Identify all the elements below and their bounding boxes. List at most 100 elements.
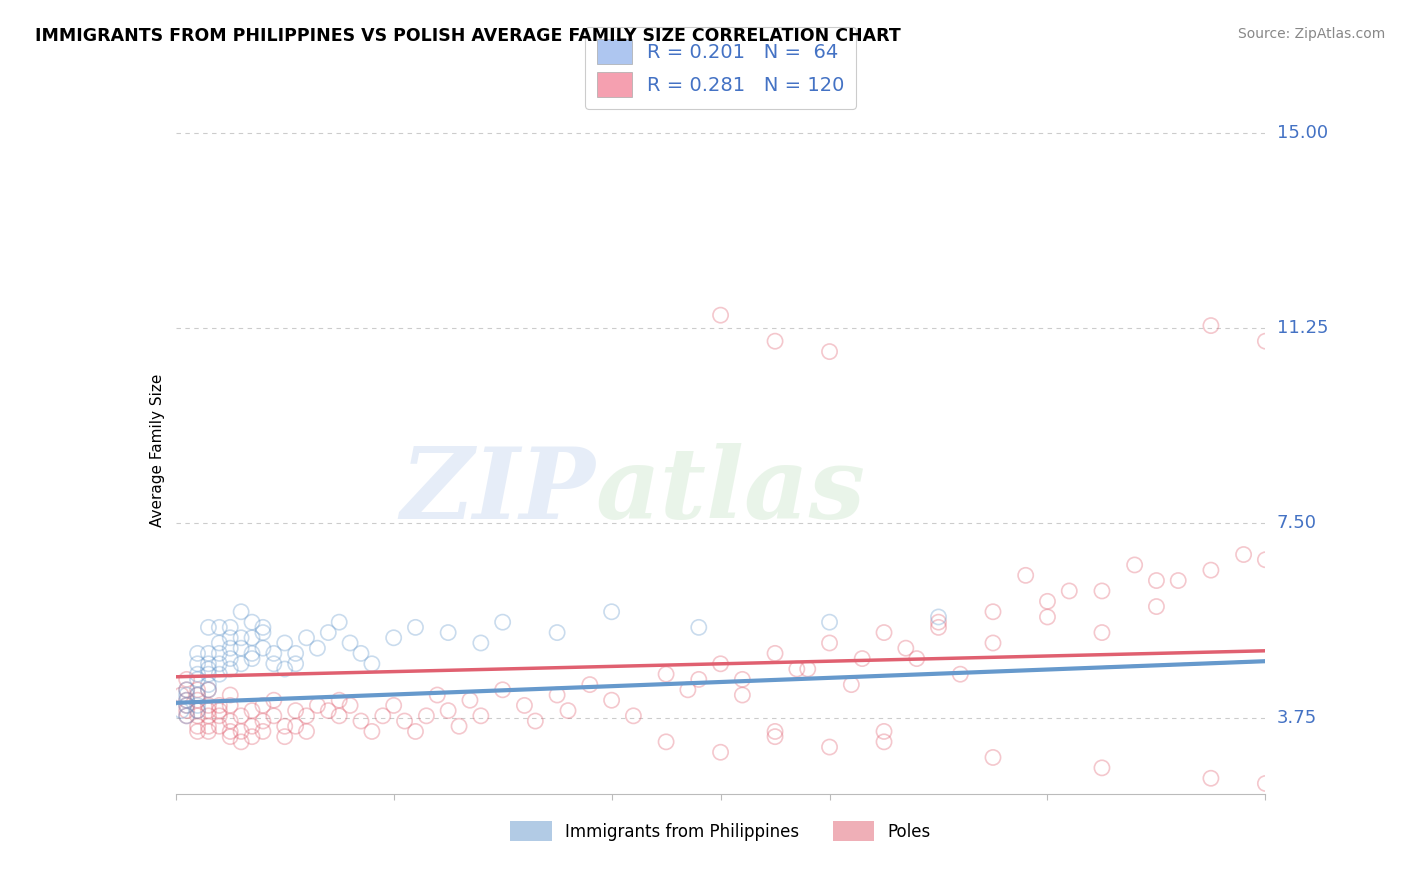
Point [274,662,297,676]
Point [928,615,950,630]
Point [1036,594,1059,608]
Point [295,631,318,645]
Point [186,673,209,687]
Point [219,730,242,744]
Point [382,698,405,713]
Point [208,657,231,671]
Point [176,708,198,723]
Point [176,698,198,713]
Point [447,719,470,733]
Point [710,657,733,671]
Y-axis label: Average Family Size: Average Family Size [149,374,165,527]
Text: Source: ZipAtlas.com: Source: ZipAtlas.com [1237,27,1385,41]
Point [284,719,307,733]
Point [208,719,231,733]
Point [197,667,219,681]
Point [197,646,219,660]
Text: 15.00: 15.00 [1277,124,1327,142]
Point [731,673,754,687]
Point [208,698,231,713]
Point [818,740,841,755]
Point [415,708,437,723]
Point [252,714,274,728]
Point [318,625,340,640]
Point [231,724,253,739]
Point [176,682,198,697]
Point [851,651,873,665]
Point [710,745,733,759]
Point [1146,599,1168,614]
Point [208,708,231,723]
Point [1059,583,1081,598]
Point [557,704,579,718]
Point [219,688,242,702]
Point [1233,548,1256,562]
Text: IMMIGRANTS FROM PHILIPPINES VS POLISH AVERAGE FAMILY SIZE CORRELATION CHART: IMMIGRANTS FROM PHILIPPINES VS POLISH AV… [35,27,901,45]
Point [1254,776,1277,790]
Point [186,704,209,718]
Point [328,708,350,723]
Point [263,708,285,723]
Point [600,693,623,707]
Point [405,724,427,739]
Point [405,620,427,634]
Point [240,719,263,733]
Text: 7.50: 7.50 [1277,515,1316,533]
Point [176,708,198,723]
Point [252,641,274,656]
Point [197,708,219,723]
Point [186,646,209,660]
Point [1091,583,1114,598]
Point [176,704,198,718]
Point [818,615,841,630]
Point [284,704,307,718]
Point [252,625,274,640]
Point [197,682,219,697]
Point [1146,574,1168,588]
Point [818,344,841,359]
Point [763,724,786,739]
Point [186,698,209,713]
Point [197,719,219,733]
Point [470,636,492,650]
Point [231,641,253,656]
Point [208,620,231,634]
Point [186,667,209,681]
Point [1123,558,1146,572]
Point [240,651,263,665]
Point [818,636,841,650]
Point [284,646,307,660]
Point [186,704,209,718]
Point [186,708,209,723]
Point [231,735,253,749]
Point [170,688,193,702]
Point [274,636,297,650]
Point [873,735,896,749]
Point [905,651,928,665]
Point [546,688,568,702]
Point [1254,552,1277,567]
Point [655,667,678,681]
Point [470,708,492,723]
Point [763,730,786,744]
Point [894,641,917,656]
Point [252,620,274,634]
Point [219,698,242,713]
Legend: Immigrants from Philippines, Poles: Immigrants from Philippines, Poles [503,814,938,847]
Point [546,625,568,640]
Point [524,714,547,728]
Point [274,730,297,744]
Point [1091,625,1114,640]
Point [350,714,373,728]
Point [186,693,209,707]
Point [655,735,678,749]
Point [170,704,193,718]
Point [307,698,329,713]
Point [240,646,263,660]
Point [492,682,515,697]
Point [1254,334,1277,349]
Point [231,657,253,671]
Point [219,714,242,728]
Text: atlas: atlas [595,443,865,540]
Point [263,646,285,660]
